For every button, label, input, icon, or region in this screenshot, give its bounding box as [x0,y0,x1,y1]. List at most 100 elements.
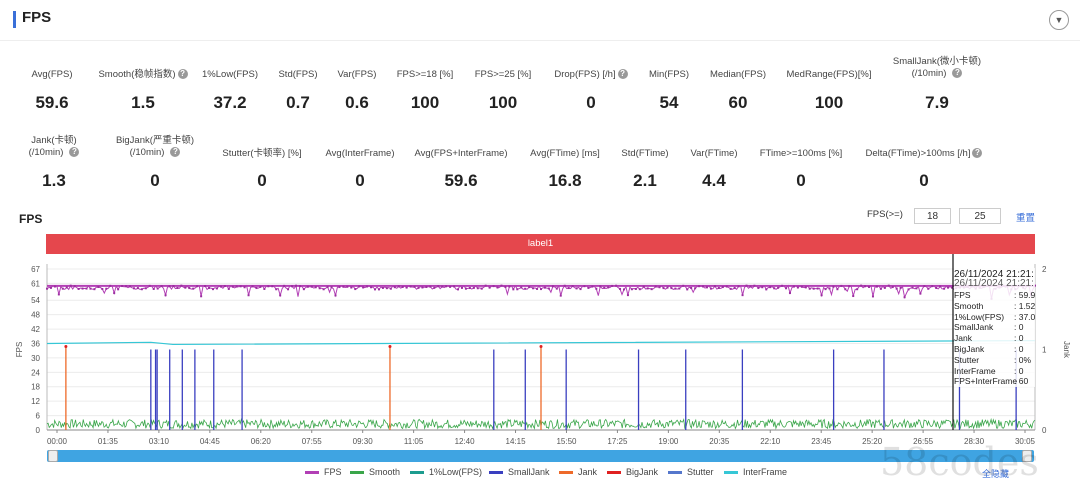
fps-point [117,288,120,291]
fps-point [57,293,60,296]
legend-label: SmallJank [508,467,550,477]
help-icon[interactable]: ? [170,147,181,158]
fps-threshold-input-2[interactable]: 25 [959,208,1001,224]
y2-tick-label: 0 [1042,426,1047,435]
fps-point [401,285,404,288]
x-tick-label: 20:35 [709,437,730,446]
fps-point [856,288,859,291]
fps-point [935,286,938,289]
fps-point [405,286,408,289]
page-title: FPS [22,9,52,26]
tooltip-value: : 0 [1014,322,1024,333]
fps-point [939,285,942,288]
help-icon[interactable]: ? [177,69,188,80]
fps-point [887,284,890,287]
metric-value: 1.5 [131,93,155,112]
metric-value: 0 [586,93,596,112]
fps-point [318,287,321,290]
chevron-down-icon[interactable]: ▼ [1049,10,1069,30]
legend-item-smooth[interactable]: Smooth [350,467,400,477]
legend-label: Smooth [369,467,401,477]
fps-point [524,287,527,290]
fps-point [761,286,764,289]
metric-label: Avg(FTime) [ms] [530,148,600,159]
fps-point [725,285,728,288]
scrollbar-right-handle[interactable] [1022,450,1032,462]
help-icon[interactable]: ? [952,68,963,79]
fps-point [543,286,546,289]
fps-point [749,285,752,288]
fps-point [504,285,507,288]
fps-point [540,288,542,291]
y-tick-label: 12 [31,397,40,406]
x-tick-label: 30:05 [1015,437,1036,446]
fps-point [468,287,471,290]
reset-button[interactable]: 重置 [1016,213,1036,224]
fps-point [393,286,396,289]
fps-point [848,285,851,288]
help-icon[interactable]: ? [617,69,628,80]
metric-label: Avg(FPS) [31,69,73,80]
legend-item-1-low-fps-[interactable]: 1%Low(FPS) [410,467,482,477]
fps-point [840,284,843,287]
x-tick-label: 22:10 [760,437,781,446]
fps-point [97,285,100,288]
metric-value: 100 [814,93,844,112]
fps-point [172,284,175,287]
fps-point [480,287,483,290]
legend-item-bigjank[interactable]: BigJank [607,467,658,477]
legend-item-smalljank[interactable]: SmallJank [489,467,550,477]
metric-label: BigJank(严重卡顿) [115,135,195,146]
fps-threshold-input-1[interactable]: 18 [914,208,951,224]
fps-point [879,287,882,290]
fps-point [634,287,637,290]
fps-point [121,285,124,288]
toggle-all-legend-button[interactable]: 全隐藏 [982,469,1010,479]
metric-value: 59.6 [35,93,69,112]
fps-point [484,284,487,287]
metric-value: 60 [728,93,748,112]
help-icon[interactable]: ? [972,148,983,159]
fps-point [741,294,744,297]
legend-item-interframe[interactable]: InterFrame [724,467,787,477]
fps-point [101,288,104,291]
tooltip-key: Smooth [954,300,984,311]
x-tick-label: 11:05 [404,437,424,446]
y-tick-label: 0 [36,426,41,435]
fps-point [184,286,187,289]
fps-point [310,285,313,288]
fps-point [164,294,167,297]
fps-point [326,285,329,288]
fps-point [713,285,716,288]
fps-point [338,286,341,289]
fps-point [575,287,578,290]
fps-threshold-label: FPS(>=) [867,209,903,220]
legend-item-fps[interactable]: FPS [305,467,342,477]
fps-point [279,294,282,297]
metric-value: 0 [796,171,806,190]
row1-metric-11: SmallJank(微小卡顿) (/10min)? 7.9 [872,56,1002,112]
legend-item-stutter[interactable]: Stutter [668,467,714,477]
row1-metric-6: FPS>=25 [%] 100 [438,69,568,112]
fps-point [334,294,337,297]
x-tick-label: 04:45 [200,437,221,446]
x-tick-label: 00:00 [47,437,68,446]
scrollbar-left-handle[interactable] [48,450,58,462]
y2-axis-title: Jank [1062,341,1071,359]
help-icon[interactable]: ? [69,147,80,158]
metric-value: 7.9 [925,93,949,112]
fps-point [196,285,199,288]
metric-label: MedRange(FPS)[%] [786,69,872,80]
fps-point [792,285,795,288]
metric-label: 1%Low(FPS) [202,69,258,80]
row2-metric-7: Var(FTime) 4.4 [649,148,779,190]
metric-value: 54 [659,93,679,112]
metric-value: 1.3 [42,171,66,190]
label-band[interactable]: label1 [46,234,1035,254]
fps-point [891,286,894,289]
tooltip-value: : 0 [1014,365,1024,376]
time-scrollbar[interactable] [47,450,1034,462]
legend-item-jank[interactable]: Jank [559,467,597,477]
tooltip-key: Jank [954,333,972,344]
